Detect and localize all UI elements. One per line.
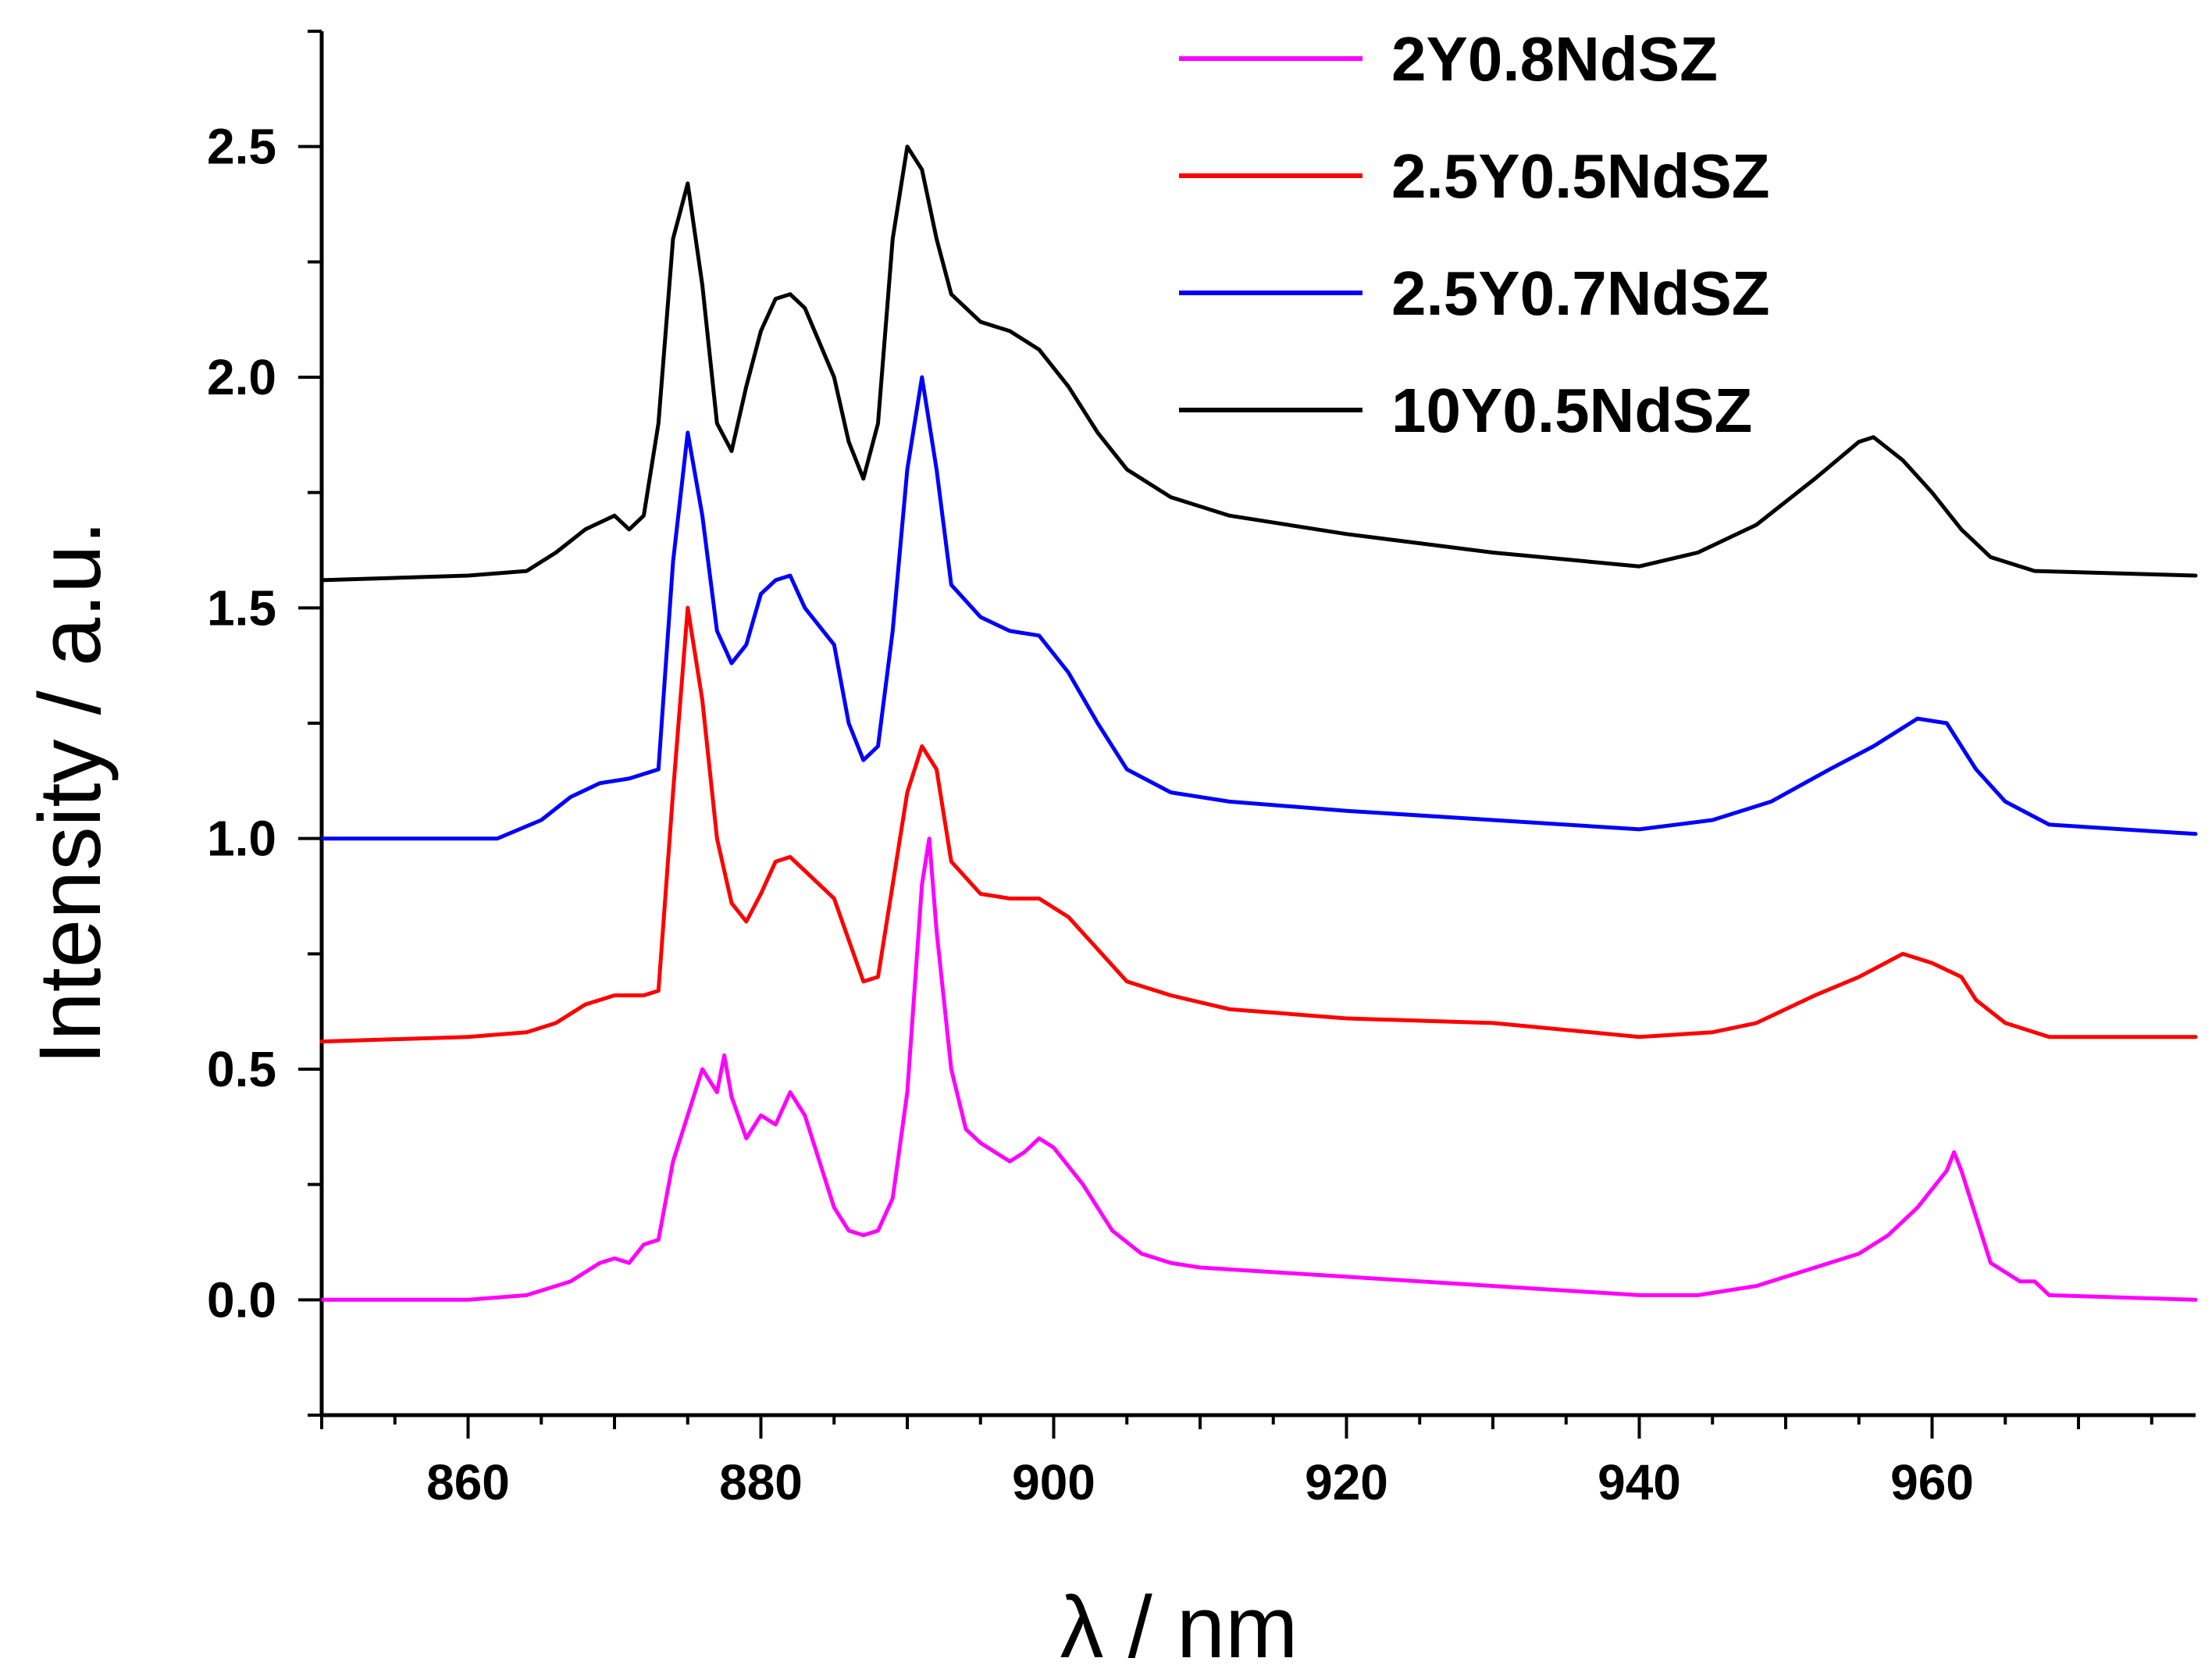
x-axis-ticks: 860 880 900 920 940 960 <box>320 1415 2153 1510</box>
y-tick-label: 1.0 <box>207 811 276 867</box>
x-tick-label: 900 <box>1012 1454 1095 1510</box>
x-tick-label: 860 <box>426 1454 510 1510</box>
series-layer <box>319 144 2198 1302</box>
x-tick-label: 940 <box>1598 1454 1681 1510</box>
legend-label: 2.5Y0.5NdSZ <box>1391 141 1770 211</box>
y-tick-label: 0.0 <box>207 1271 276 1328</box>
series-line-10Y0.5NdSZ <box>319 144 2198 583</box>
series-line-2.5Y0.5NdSZ <box>319 605 2198 1044</box>
legend-label: 2Y0.8NdSZ <box>1391 24 1718 94</box>
legend: 2Y0.8NdSZ 2.5Y0.5NdSZ 2.5Y0.7NdSZ 10Y0.5NdS… <box>1179 24 1770 445</box>
legend-label: 10Y0.5NdSZ <box>1391 376 1752 445</box>
x-tick-label: 880 <box>719 1454 803 1510</box>
x-tick-label: 920 <box>1305 1454 1388 1510</box>
y-tick-label: 1.5 <box>207 579 276 636</box>
y-axis-ticks: 0.0 0.5 1.0 1.5 2.0 2.5 <box>207 30 322 1417</box>
plot-frame <box>319 31 2196 1417</box>
y-tick-label: 2.0 <box>207 349 276 405</box>
series-line-2Y0.8NdSZ <box>319 836 2198 1302</box>
x-axis-title: λ / nm <box>1060 1578 1298 1676</box>
y-tick-label: 0.5 <box>207 1041 276 1097</box>
legend-label: 2.5Y0.7NdSZ <box>1391 259 1770 328</box>
y-axis-title: Intensity / a.u. <box>21 520 119 1064</box>
series-line-2.5Y0.7NdSZ <box>319 375 2198 841</box>
x-tick-label: 960 <box>1890 1454 1974 1510</box>
y-tick-label: 2.5 <box>207 119 276 175</box>
